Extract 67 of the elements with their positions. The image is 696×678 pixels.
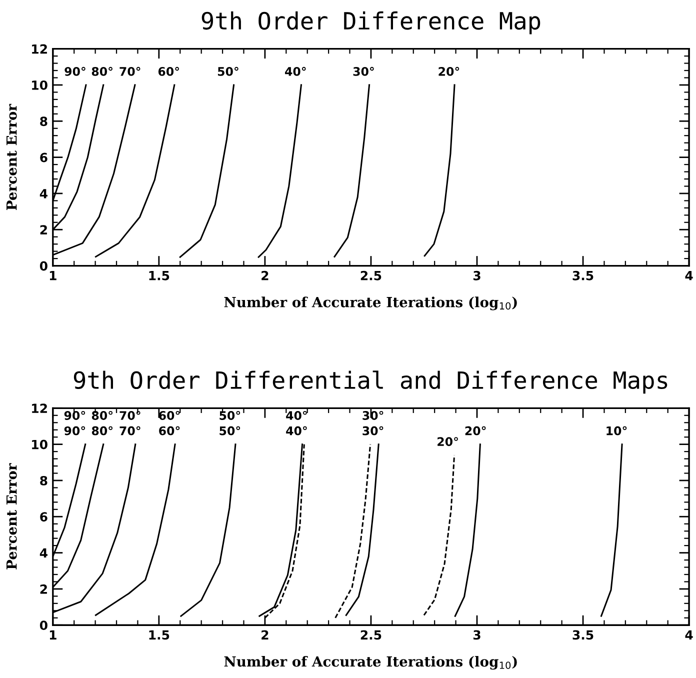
x-tick-label: 4 xyxy=(685,630,693,640)
x-tick-label: 1.5 xyxy=(149,630,170,640)
y-tick-label: 8 xyxy=(40,476,48,486)
annotation: 60° xyxy=(159,426,180,436)
annotation: 70° xyxy=(120,426,140,436)
annotation: 20° xyxy=(438,437,458,446)
line-series xyxy=(94,84,176,258)
y-tick-label: 12 xyxy=(32,44,47,54)
x-axis-title: Number of Accurate Iterations (log$_{10}$) xyxy=(224,656,517,670)
annotation: 10° xyxy=(606,426,627,436)
line-series xyxy=(424,84,456,257)
annotation: 90° xyxy=(64,410,86,420)
annotation: 70° xyxy=(120,66,140,76)
x-tick-label: 1.5 xyxy=(149,271,170,280)
annotation: 60° xyxy=(158,66,179,76)
annotation: 80° xyxy=(92,426,112,436)
x-tick-label: 1 xyxy=(50,630,56,640)
line-series xyxy=(180,444,236,617)
y-tick-label: 4 xyxy=(40,548,48,558)
annotation: 20° xyxy=(438,66,460,76)
x-tick-label: 3 xyxy=(473,270,480,280)
x-tick-label: 2 xyxy=(262,270,268,280)
line-series xyxy=(334,84,370,258)
annotation: 30° xyxy=(362,426,384,436)
y-tick-label: 12 xyxy=(32,404,47,413)
x-tick-label: 2 xyxy=(262,630,268,640)
x-tick-label: 3 xyxy=(473,630,480,640)
annotation: 70° xyxy=(120,410,140,420)
annotation: 80° xyxy=(92,66,112,76)
x-tick-label: 2.5 xyxy=(360,630,382,640)
y-tick-label: 4 xyxy=(40,189,48,198)
y-tick-label: 6 xyxy=(40,512,48,522)
x-tick-label: 3.5 xyxy=(572,270,594,280)
x-axis-title: Number of Accurate Iterations (log$_{10}$) xyxy=(224,296,517,310)
line-series xyxy=(345,444,380,616)
line-series xyxy=(423,454,456,616)
annotation: 20° xyxy=(465,426,486,436)
line-series xyxy=(179,84,235,258)
y-tick-label: 0 xyxy=(40,620,48,630)
y-tick-label: 8 xyxy=(40,116,48,126)
y-tick-label: 10 xyxy=(32,440,48,450)
y-axis-title: Percent Error xyxy=(6,104,17,210)
line-series xyxy=(94,444,176,616)
annotation: 30° xyxy=(353,66,374,76)
chart-title: 9th Order Differential and Difference Maps xyxy=(74,370,668,394)
y-tick-label: 2 xyxy=(40,584,47,594)
chart-title: 9th Order Difference Map xyxy=(202,11,540,34)
y-tick-label: 6 xyxy=(40,152,48,162)
annotation: 90° xyxy=(64,66,86,76)
annotation: 40° xyxy=(285,66,306,76)
line-series xyxy=(258,84,302,258)
x-tick-label: 2.5 xyxy=(360,270,382,280)
line-series xyxy=(600,444,623,617)
annotation: 50° xyxy=(218,66,238,76)
y-axis-title: Percent Error xyxy=(6,463,17,570)
annotation: 40° xyxy=(286,410,307,420)
y-tick-label: 10 xyxy=(32,80,48,90)
annotation: 90° xyxy=(64,426,86,436)
y-tick-label: 0 xyxy=(40,261,48,271)
annotation: 40° xyxy=(286,426,307,436)
annotation: 80° xyxy=(92,410,112,420)
x-tick-label: 4 xyxy=(685,271,693,280)
x-tick-label: 1 xyxy=(50,271,56,280)
annotation: 50° xyxy=(220,426,240,436)
y-tick-label: 2 xyxy=(40,225,47,234)
annotation: 50° xyxy=(220,410,240,420)
x-tick-label: 3.5 xyxy=(572,630,594,640)
